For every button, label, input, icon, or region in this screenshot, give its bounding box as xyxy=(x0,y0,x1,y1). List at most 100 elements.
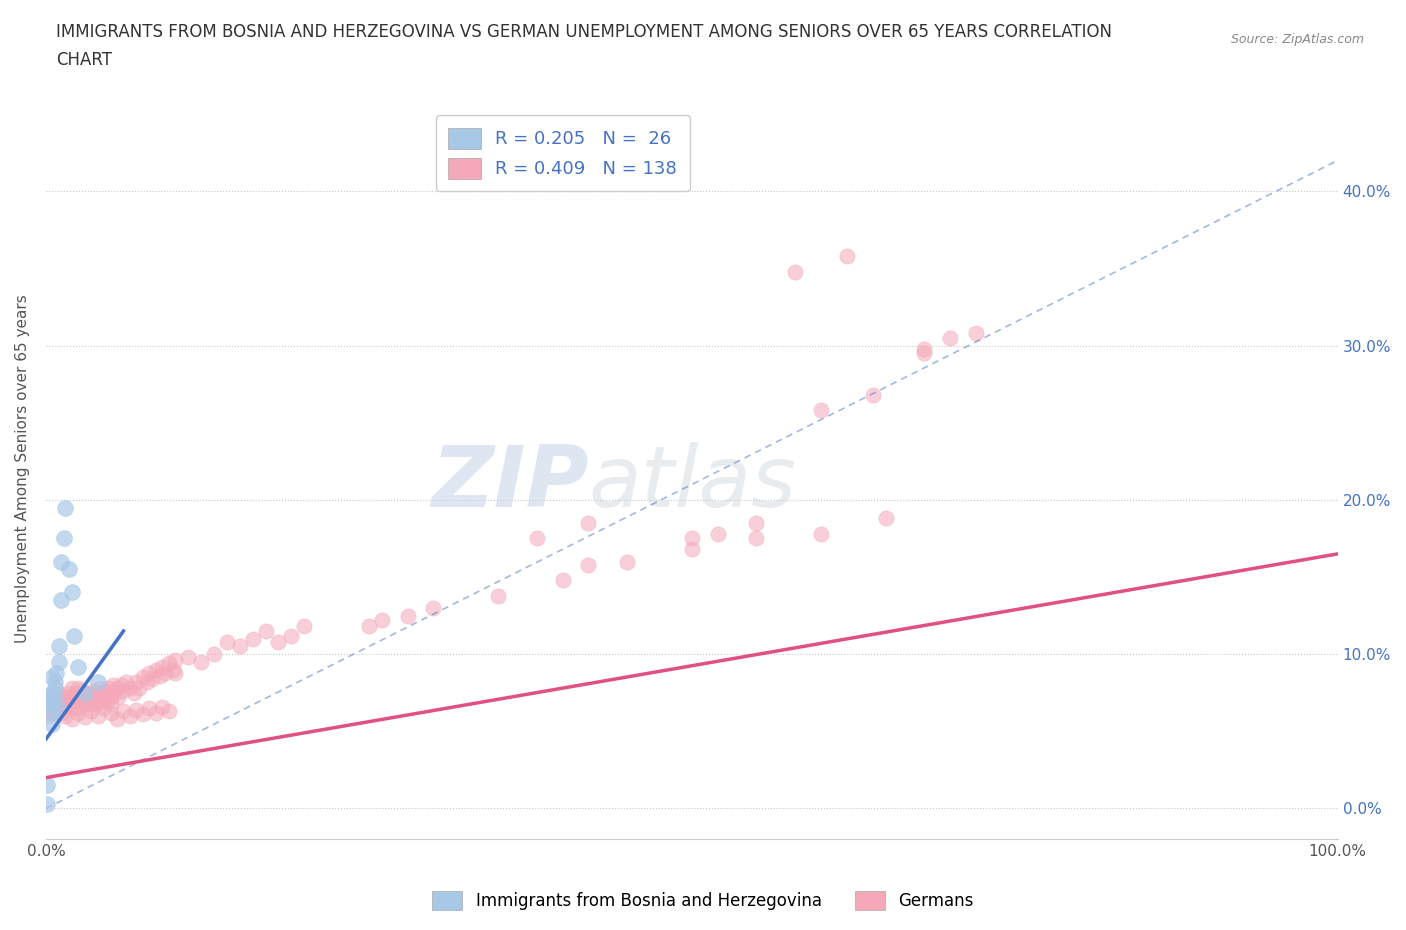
Point xyxy=(41,697,63,711)
Point xyxy=(357,619,380,634)
Point xyxy=(38,690,60,705)
Point xyxy=(44,674,66,689)
Point xyxy=(63,629,86,644)
Point xyxy=(45,665,67,680)
Point xyxy=(128,681,150,696)
Point xyxy=(46,685,69,700)
Point xyxy=(73,685,96,700)
Point xyxy=(965,326,987,340)
Point xyxy=(371,613,394,628)
Point xyxy=(101,678,124,693)
Point xyxy=(165,653,187,668)
Point xyxy=(254,624,277,639)
Point xyxy=(58,697,80,711)
Point xyxy=(80,704,103,719)
Point xyxy=(53,531,76,546)
Point xyxy=(60,700,83,715)
Point xyxy=(132,707,155,722)
Point xyxy=(91,693,114,708)
Point xyxy=(62,692,84,707)
Point xyxy=(135,674,157,689)
Point xyxy=(38,690,60,705)
Point xyxy=(70,684,93,698)
Point xyxy=(65,685,87,700)
Point xyxy=(810,403,832,418)
Point xyxy=(48,639,70,654)
Point xyxy=(37,796,59,811)
Point xyxy=(75,690,97,705)
Point xyxy=(157,656,180,671)
Point xyxy=(145,705,167,720)
Point xyxy=(45,695,67,710)
Point xyxy=(39,700,62,715)
Point xyxy=(93,700,115,715)
Text: CHART: CHART xyxy=(56,51,112,69)
Point xyxy=(52,693,75,708)
Point xyxy=(87,690,110,705)
Point xyxy=(107,690,129,705)
Point xyxy=(80,697,103,711)
Point xyxy=(396,608,419,623)
Point xyxy=(280,629,302,644)
Point xyxy=(51,697,73,711)
Point xyxy=(80,687,103,702)
Point xyxy=(86,685,108,700)
Point xyxy=(44,681,66,696)
Point xyxy=(48,700,70,715)
Text: ZIP: ZIP xyxy=(430,443,589,525)
Text: atlas: atlas xyxy=(589,443,796,525)
Point xyxy=(60,585,83,600)
Point xyxy=(228,639,250,654)
Point xyxy=(616,554,638,569)
Point xyxy=(101,684,124,698)
Point xyxy=(46,700,69,715)
Point xyxy=(84,688,107,703)
Point xyxy=(86,695,108,710)
Point xyxy=(267,634,290,649)
Point xyxy=(53,700,76,715)
Point xyxy=(150,699,173,714)
Legend: Immigrants from Bosnia and Herzegovina, Germans: Immigrants from Bosnia and Herzegovina, … xyxy=(426,884,980,917)
Point xyxy=(41,716,63,731)
Point xyxy=(67,705,90,720)
Legend: R = 0.205   N =  26, R = 0.409   N = 138: R = 0.205 N = 26, R = 0.409 N = 138 xyxy=(436,115,689,192)
Point xyxy=(100,688,122,703)
Point xyxy=(59,688,82,703)
Point xyxy=(138,700,160,715)
Point xyxy=(145,662,167,677)
Point xyxy=(190,655,212,670)
Point xyxy=(60,711,83,726)
Point xyxy=(706,526,728,541)
Point xyxy=(73,687,96,702)
Point xyxy=(93,684,115,698)
Point xyxy=(785,264,807,279)
Point xyxy=(835,248,858,263)
Point xyxy=(486,588,509,603)
Point xyxy=(63,695,86,710)
Point xyxy=(939,330,962,345)
Point xyxy=(875,511,897,525)
Point xyxy=(153,665,176,680)
Text: Source: ZipAtlas.com: Source: ZipAtlas.com xyxy=(1230,33,1364,46)
Point xyxy=(41,705,63,720)
Point xyxy=(110,678,132,693)
Point xyxy=(38,705,60,720)
Point xyxy=(578,557,600,572)
Point xyxy=(810,526,832,541)
Point xyxy=(77,685,100,700)
Point xyxy=(165,665,187,680)
Point xyxy=(38,700,60,715)
Point xyxy=(526,531,548,546)
Point xyxy=(89,681,111,696)
Point xyxy=(90,687,112,702)
Point xyxy=(37,777,59,792)
Point xyxy=(82,693,104,708)
Point xyxy=(70,695,93,710)
Point xyxy=(100,697,122,711)
Point xyxy=(72,693,94,708)
Point xyxy=(242,631,264,646)
Point xyxy=(105,681,128,696)
Point xyxy=(681,542,703,557)
Point xyxy=(150,659,173,674)
Point xyxy=(105,711,128,726)
